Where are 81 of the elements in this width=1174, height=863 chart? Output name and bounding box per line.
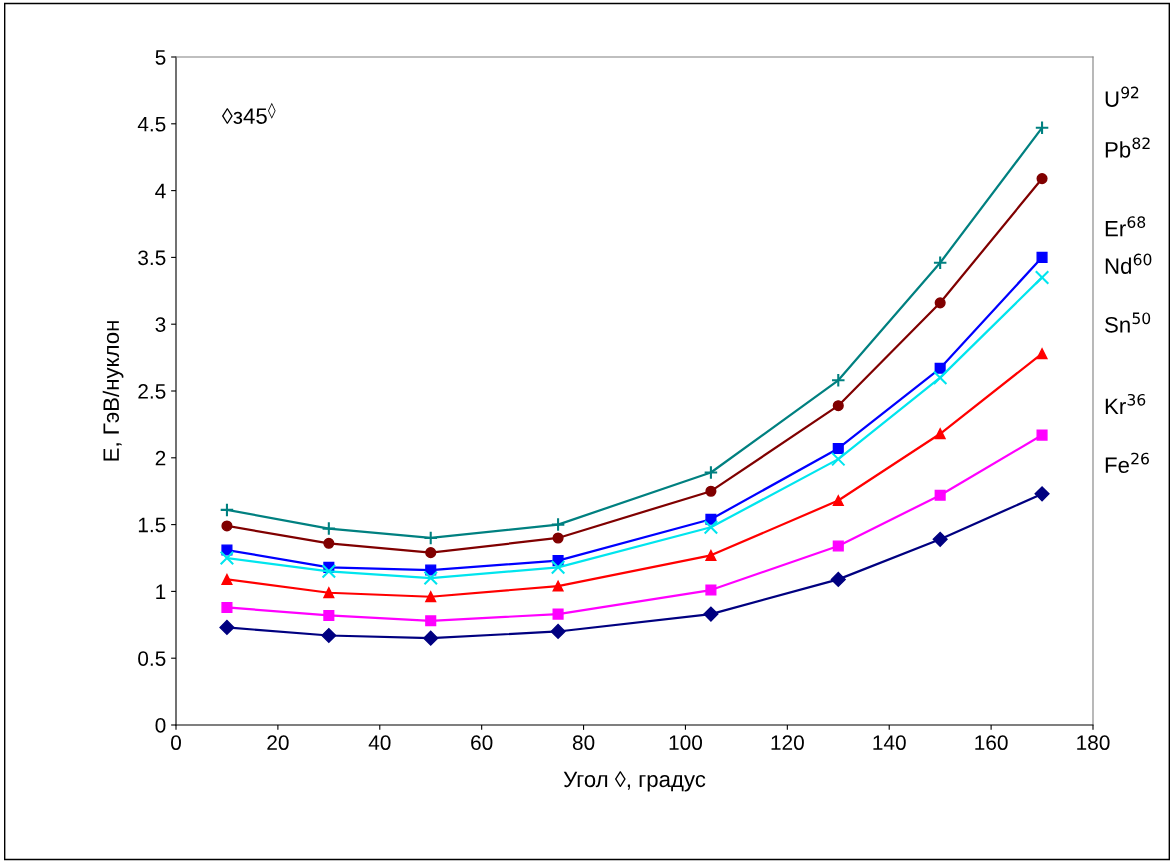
y-tick-label: 2.5 <box>138 384 166 399</box>
point <box>219 619 235 636</box>
point <box>221 573 233 585</box>
point <box>550 517 566 532</box>
point <box>703 465 719 480</box>
text: Er$^{68}$ <box>1105 216 1146 237</box>
point <box>552 608 564 620</box>
point <box>932 531 948 547</box>
x-tick-label: 0 <box>171 735 181 751</box>
point <box>832 494 844 507</box>
point <box>832 400 844 412</box>
y-tick-label: 4.5 <box>137 117 166 132</box>
point <box>323 609 335 622</box>
x-tick-label: 20 <box>267 735 289 751</box>
text: U$^{92}$ <box>1105 86 1139 107</box>
point <box>423 630 439 646</box>
x-tick-label: 40 <box>368 735 391 751</box>
x-tick-label: 120 <box>771 735 804 751</box>
point <box>705 485 717 497</box>
point <box>934 489 946 501</box>
point <box>932 255 948 271</box>
y-tick-label: 1 <box>156 584 166 599</box>
y-tick-label: 2 <box>155 450 166 466</box>
point <box>321 521 337 536</box>
point <box>550 560 566 575</box>
point <box>423 530 439 546</box>
y-tick-label: 3.5 <box>138 250 166 266</box>
point <box>1036 251 1048 263</box>
point <box>830 451 846 467</box>
point <box>425 615 437 627</box>
point <box>830 373 846 388</box>
point <box>423 570 439 586</box>
point <box>832 442 844 455</box>
point <box>323 587 335 599</box>
y-axis-title: E, ГэВ/нуклон <box>102 321 124 461</box>
point <box>425 547 437 559</box>
point <box>550 623 566 640</box>
point <box>323 537 335 549</box>
point <box>703 606 719 622</box>
x-tick-label: 60 <box>471 735 493 751</box>
x-tick-label: 180 <box>1077 735 1110 751</box>
y-tick-label: 0 <box>155 718 166 733</box>
point <box>321 627 337 644</box>
point <box>832 540 844 552</box>
point <box>934 428 946 440</box>
text: Nd$^{60}$ <box>1105 253 1152 274</box>
y-tick-label: 0.5 <box>138 651 166 666</box>
text: Kr$^{36}$ <box>1105 393 1146 414</box>
point <box>221 601 233 613</box>
point <box>830 571 846 587</box>
point <box>221 520 233 532</box>
point <box>1034 270 1050 285</box>
text: Fe$^{26}$ <box>1105 452 1149 473</box>
y-tick-label: 5 <box>155 50 166 65</box>
text: Pb$^{82}$ <box>1105 137 1150 158</box>
point <box>1034 120 1050 136</box>
y-tick-label: 1.5 <box>138 517 166 533</box>
y-tick-label: 4 <box>155 183 166 199</box>
point <box>552 580 564 592</box>
point <box>705 549 717 561</box>
x-tick-label: 80 <box>572 735 595 751</box>
point <box>1036 429 1048 441</box>
text: Sn$^{50}$ <box>1105 312 1151 333</box>
point <box>705 584 717 596</box>
point <box>552 532 564 544</box>
point <box>219 550 235 566</box>
point <box>934 297 946 309</box>
point <box>932 370 948 385</box>
point <box>1036 348 1048 360</box>
point <box>321 564 337 579</box>
point <box>703 519 719 535</box>
x-axis-title: Угол ◊, градус <box>563 771 706 792</box>
point <box>1036 173 1048 185</box>
x-tick-label: 100 <box>669 735 703 751</box>
point <box>425 591 437 603</box>
x-tick-label: 140 <box>873 735 906 751</box>
x-tick-label: 160 <box>975 735 1008 751</box>
y-tick-label: 3 <box>155 317 166 332</box>
annotation: ◊з45$^{◊}$ <box>221 102 276 124</box>
point <box>1034 486 1050 502</box>
point <box>219 502 235 518</box>
